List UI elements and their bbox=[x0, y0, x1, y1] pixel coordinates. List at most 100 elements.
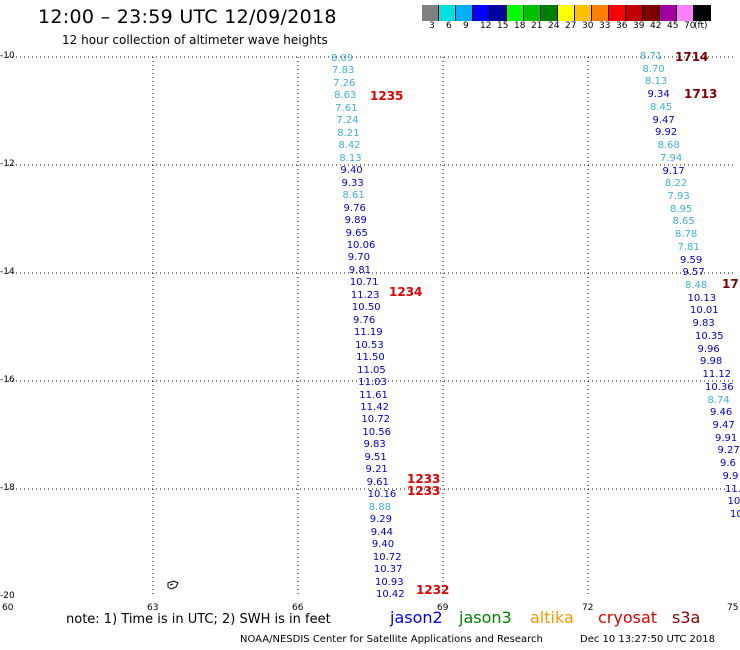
colorbar-label: 27 bbox=[565, 21, 577, 31]
wave-height-value: 10.93 bbox=[374, 576, 404, 588]
wave-height-value: 8.74 bbox=[707, 394, 730, 406]
wave-height-value: 10.42 bbox=[376, 589, 405, 600]
lon-label: 60 bbox=[2, 603, 14, 613]
wave-height-value: 10.71 bbox=[349, 277, 379, 289]
lat-lon-grid bbox=[8, 56, 733, 597]
time-label: 1235 bbox=[370, 89, 404, 103]
colorbar-swatch bbox=[490, 5, 507, 21]
wave-height-value: 9.40 bbox=[340, 165, 363, 177]
colorbar-swatch bbox=[660, 5, 677, 21]
wave-height-value: 10.72 bbox=[372, 551, 402, 563]
mission-jason2: jason2 bbox=[390, 608, 443, 627]
page-subtitle: 12 hour collection of altimeter wave hei… bbox=[62, 33, 328, 47]
mission-s3a: s3a bbox=[672, 608, 701, 627]
lat-label: -14 bbox=[0, 267, 15, 277]
wave-height-value: 8.65 bbox=[672, 216, 695, 228]
wave-height-value: 8.42 bbox=[338, 140, 361, 152]
time-label: 1233 bbox=[407, 472, 441, 486]
wave-height-value: 11.23 bbox=[350, 289, 380, 301]
wave-height-value: 7.93 bbox=[667, 190, 690, 202]
lon-label: 63 bbox=[147, 603, 159, 613]
wave-height-value: 9.29 bbox=[369, 514, 392, 526]
wave-height-value: 8.22 bbox=[665, 178, 688, 190]
wave-height-value: 7.94 bbox=[660, 152, 683, 164]
time-label: 17 bbox=[722, 277, 739, 291]
wave-height-value: 9.65 bbox=[345, 227, 368, 239]
wave-height-value: 9.98 bbox=[700, 356, 723, 368]
wave-height-value: 11. bbox=[725, 483, 740, 495]
wave-height-value: 10.72 bbox=[361, 414, 390, 426]
wave-height-value: 9.76 bbox=[352, 314, 376, 326]
wave-height-value: 10 bbox=[730, 509, 740, 520]
wave-height-value: 7.24 bbox=[336, 115, 359, 127]
wave-height-value: 8.61 bbox=[342, 190, 365, 202]
wave-height-value: 8.70 bbox=[642, 63, 665, 75]
wave-height-value: 9.40 bbox=[371, 539, 395, 551]
colorbar-label: 6 bbox=[446, 21, 452, 31]
colorbar-label: 39 bbox=[633, 21, 645, 31]
wave-height-value: 11.50 bbox=[356, 352, 385, 364]
wave-height-value: 9.81 bbox=[348, 264, 372, 276]
mission-altika: altika bbox=[530, 608, 574, 627]
wave-height-value: 9.76 bbox=[343, 202, 366, 214]
colorbar-swatch bbox=[575, 5, 592, 21]
wave-height-value: 9.47 bbox=[652, 114, 675, 126]
wave-height-value: 9.61 bbox=[366, 476, 389, 488]
wave-height-value: 10.37 bbox=[373, 564, 403, 576]
wave-height-value: 10.36 bbox=[705, 381, 734, 393]
wave-height-value: 9.92 bbox=[655, 127, 678, 139]
colorbar-swatch bbox=[592, 5, 609, 21]
wave-height-value: 9.27 bbox=[717, 445, 740, 457]
wave-height-value: 10.35 bbox=[695, 330, 724, 342]
wave-height-value: 11.19 bbox=[354, 327, 383, 339]
colorbar-label: 21 bbox=[531, 21, 543, 31]
page-title: 12:00 – 23:59 UTC 12/09/2018 bbox=[38, 6, 337, 28]
wave-height-value: 8.13 bbox=[645, 76, 668, 88]
wave-height-value: 7.81 bbox=[677, 241, 700, 253]
wave-height-value: 10 bbox=[727, 496, 740, 508]
wave-height-value: 10.16 bbox=[367, 489, 397, 501]
wave-height-value: 9.51 bbox=[364, 451, 387, 463]
wave-height-value: 11.61 bbox=[359, 389, 388, 401]
colorbar-label: 9 bbox=[463, 21, 469, 31]
wave-height-value: 11.12 bbox=[702, 369, 732, 381]
wave-height-value: 9.91 bbox=[715, 432, 738, 444]
colorbar bbox=[422, 5, 711, 21]
lat-label: -18 bbox=[0, 483, 15, 493]
colorbar-label: 12 bbox=[480, 21, 492, 31]
footnote: note: 1) Time is in UTC; 2) SWH is in fe… bbox=[66, 612, 331, 627]
wave-height-value: 8.88 bbox=[368, 501, 391, 513]
colorbar-swatch bbox=[439, 5, 456, 21]
wave-height-value: 9.17 bbox=[662, 165, 685, 177]
lon-label: 66 bbox=[292, 603, 304, 613]
colorbar-label: 36 bbox=[616, 21, 628, 31]
colorbar-swatch bbox=[677, 5, 694, 21]
wave-height-value: 10.01 bbox=[690, 305, 719, 317]
colorbar-label: 30 bbox=[582, 21, 594, 31]
wave-height-value: 9.34 bbox=[647, 89, 670, 101]
island-icon bbox=[167, 580, 179, 590]
colorbar-label: (ft) bbox=[694, 21, 708, 31]
wave-height-value: 7.83 bbox=[332, 65, 355, 77]
colorbar-label: 70 bbox=[684, 21, 696, 31]
wave-height-value: 9.83 bbox=[692, 318, 715, 330]
mission-jason3: jason3 bbox=[459, 608, 512, 627]
wave-height-value: 9.96 bbox=[697, 343, 720, 355]
credit-line: NOAA/NESDIS Center for Satellite Applica… bbox=[240, 634, 543, 645]
colorbar-swatch bbox=[541, 5, 558, 21]
colorbar-swatch bbox=[473, 5, 490, 21]
lon-label: 75 bbox=[727, 603, 739, 613]
lon-label: 72 bbox=[582, 603, 594, 613]
wave-height-value: 9.59 bbox=[680, 254, 703, 266]
lat-label: -12 bbox=[0, 159, 15, 169]
colorbar-label: 42 bbox=[650, 21, 662, 31]
colorbar-swatch bbox=[558, 5, 575, 21]
time-label: 1234 bbox=[389, 285, 423, 299]
colorbar-swatch bbox=[422, 5, 439, 21]
wave-height-value: 11.42 bbox=[360, 402, 389, 414]
wave-height-value: 8.21 bbox=[337, 127, 360, 139]
colorbar-label: 45 bbox=[667, 21, 679, 31]
colorbar-swatch bbox=[626, 5, 643, 21]
colorbar-label: 24 bbox=[548, 21, 560, 31]
colorbar-label: 33 bbox=[599, 21, 611, 31]
